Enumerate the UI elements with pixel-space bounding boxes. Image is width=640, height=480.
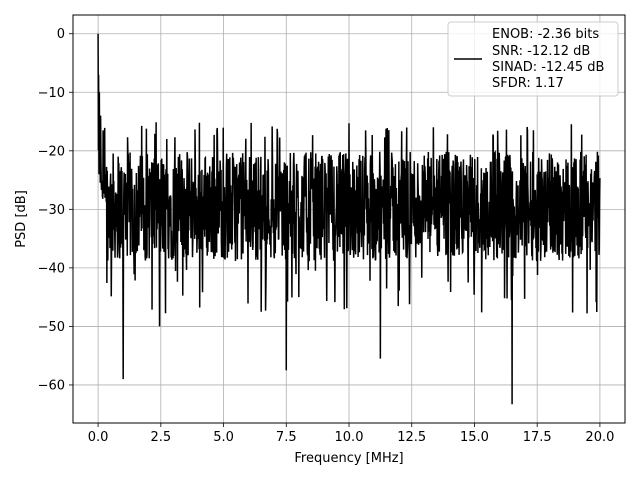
- y-tick-label: −50: [38, 320, 65, 335]
- y-tick-label: −30: [38, 203, 65, 218]
- x-axis-title: Frequency [MHz]: [294, 451, 403, 466]
- x-tick-label: 0.0: [88, 430, 109, 445]
- legend-enob: ENOB: -2.36 bits: [492, 27, 599, 42]
- legend-sinad: SINAD: -12.45 dB: [492, 60, 604, 75]
- legend-box: [447, 21, 619, 97]
- y-tick-label: −20: [38, 144, 65, 159]
- x-axis-ticks: 0.0 2.5 5.0 7.5 10.0 12.5 15.0 17.5 20.0: [88, 423, 614, 445]
- x-tick-label: 2.5: [150, 430, 171, 445]
- y-axis-ticks: 0 −10 −20 −30 −40 −50 −60: [38, 27, 73, 393]
- y-tick-label: 0: [57, 27, 65, 42]
- y-tick-label: −40: [38, 261, 65, 276]
- y-tick-label: −60: [38, 378, 65, 393]
- legend-snr: SNR: -12.12 dB: [492, 44, 590, 59]
- x-tick-label: 20.0: [585, 430, 614, 445]
- y-tick-label: −10: [38, 86, 65, 101]
- x-tick-label: 7.5: [276, 430, 297, 445]
- legend-sfdr: SFDR: 1.17: [492, 76, 564, 91]
- y-axis-title: PSD [dB]: [14, 190, 29, 248]
- x-tick-label: 12.5: [397, 430, 426, 445]
- x-tick-label: 17.5: [523, 430, 552, 445]
- x-tick-label: 5.0: [213, 430, 234, 445]
- plot-area: [97, 33, 601, 405]
- psd-series-line: [97, 33, 601, 405]
- x-tick-label: 10.0: [335, 430, 364, 445]
- legend: ENOB: -2.36 bits SNR: -12.12 dB SINAD: -…: [447, 21, 619, 97]
- x-tick-label: 15.0: [460, 430, 489, 445]
